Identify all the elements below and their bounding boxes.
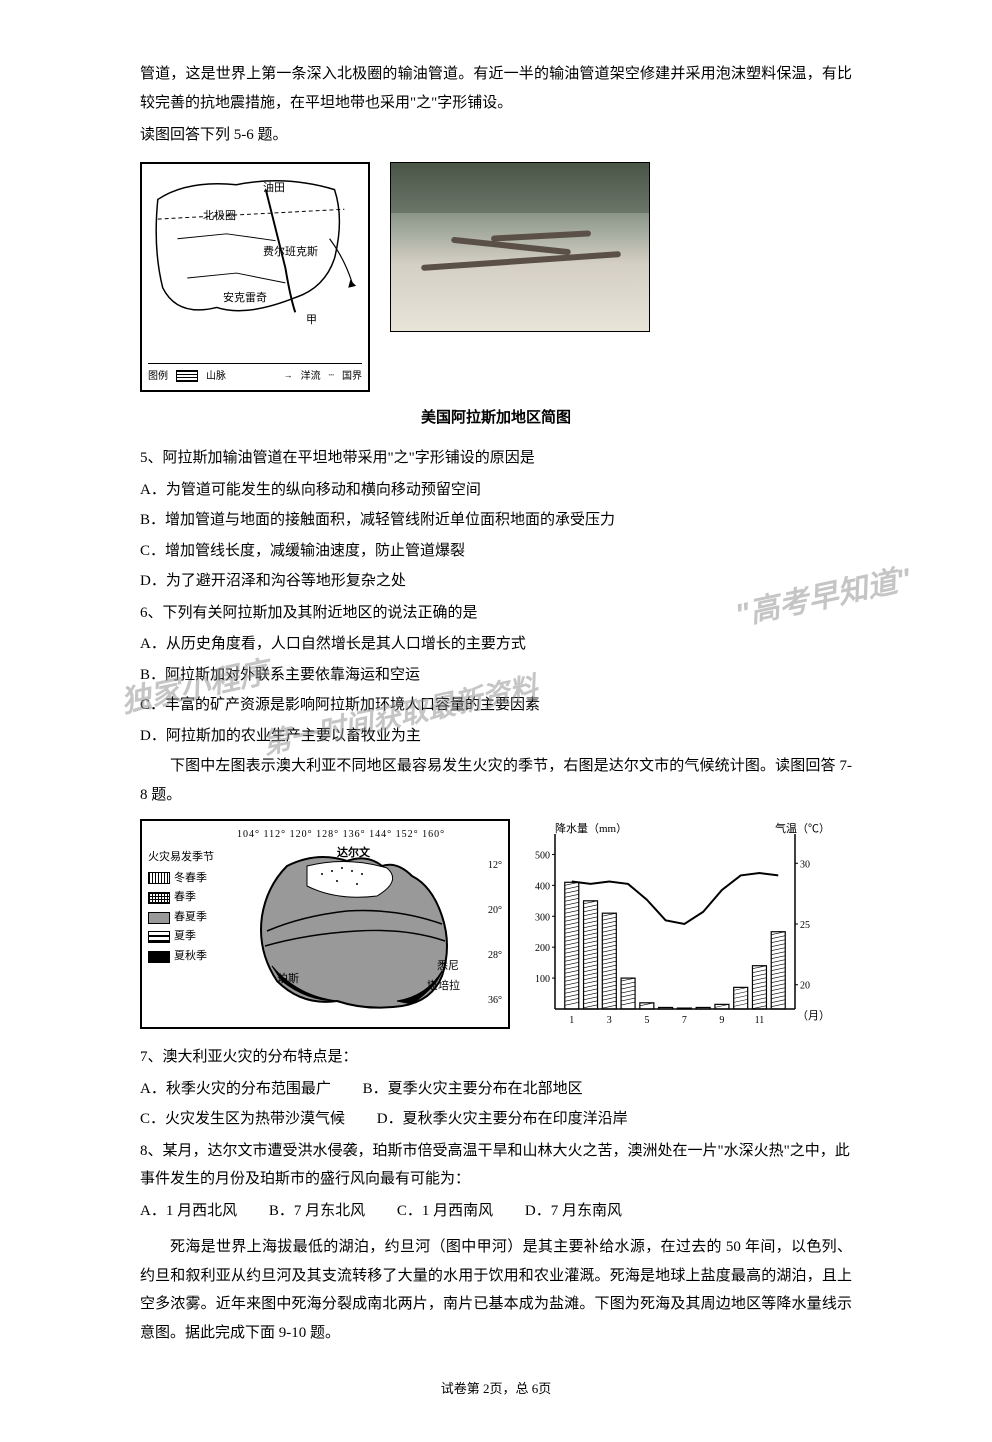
map-label-jia: 甲 bbox=[306, 310, 317, 331]
lon-labels: 104° 112° 120° 128° 136° 144° 152° 160° bbox=[237, 825, 445, 844]
q6-opt-d: D．阿拉斯加的农业生产主要以畜牧业为主 bbox=[140, 722, 852, 751]
q6-stem: 6、下列有关阿拉斯加及其附近地区的说法正确的是 bbox=[140, 599, 852, 628]
lat-labels: 12° 20° 28° 36° bbox=[488, 843, 502, 1023]
map-label-arctic: 北极圈 bbox=[203, 206, 236, 227]
svg-text:400: 400 bbox=[535, 881, 550, 892]
svg-text:25: 25 bbox=[800, 920, 810, 931]
city-darwin: 达尔文 bbox=[337, 843, 370, 864]
q7-opt-d: D．夏秋季火灾主要分布在印度洋沿岸 bbox=[377, 1105, 628, 1134]
q8-opt-d: D．7 月东南风 bbox=[525, 1197, 622, 1226]
q8-opt-a: A．1 月西北风 bbox=[140, 1197, 237, 1226]
intro-78: 下图中左图表示澳大利亚不同地区最容易发生火灾的季节，右图是达尔文市的气候统计图。… bbox=[140, 752, 852, 809]
svg-text:3: 3 bbox=[607, 1015, 612, 1026]
svg-text:1: 1 bbox=[569, 1015, 574, 1026]
city-sydney: 悉尼 bbox=[437, 956, 459, 977]
city-canberra: 堪培拉 bbox=[427, 976, 460, 997]
legend-hatch-icon bbox=[176, 370, 198, 382]
q8-opt-b: B．7 月东北风 bbox=[269, 1197, 365, 1226]
deadsea-intro: 死海是世界上海拔最低的湖泊，约旦河（图中甲河）是其主要补给水源，在过去的 50 … bbox=[140, 1233, 852, 1347]
svg-text:7: 7 bbox=[682, 1015, 687, 1026]
legend-tuli: 图例 bbox=[148, 367, 168, 386]
legend-guojie: 国界 bbox=[342, 367, 362, 386]
svg-text:5: 5 bbox=[644, 1015, 649, 1026]
q7-opt-b: B．夏季火灾主要分布在北部地区 bbox=[363, 1075, 583, 1104]
pipeline-photo bbox=[390, 162, 650, 332]
map-label-oilfield: 油田 bbox=[263, 178, 285, 199]
q7-stem: 7、澳大利亚火灾的分布特点是： bbox=[140, 1043, 852, 1072]
q5-opt-b: B．增加管道与地面的接触面积，减轻管线附近单位面积地面的承受压力 bbox=[140, 506, 852, 535]
svg-text:100: 100 bbox=[535, 974, 550, 985]
svg-text:300: 300 bbox=[535, 912, 550, 923]
q5-stem: 5、阿拉斯加输油管道在平坦地带采用"之"字形铺设的原因是 bbox=[140, 444, 852, 473]
aus-legend: 火灾易发季节 冬春季 春季 春夏季 夏季 夏秋季 bbox=[148, 849, 214, 968]
q5-opt-c: C．增加管线长度，减缓输油速度，防止管道爆裂 bbox=[140, 537, 852, 566]
australia-figure-row: 104° 112° 120° 128° 136° 144° 152° 160° … bbox=[140, 819, 852, 1029]
svg-text:200: 200 bbox=[535, 943, 550, 954]
svg-text:9: 9 bbox=[719, 1015, 724, 1026]
svg-text:30: 30 bbox=[800, 859, 810, 870]
q8-stem: 8、某月，达尔文市遭受洪水侵袭，珀斯市倍受高温干旱和山林大火之苦，澳洲处在一片"… bbox=[140, 1137, 852, 1194]
map-title: 美国阿拉斯加地区简图 bbox=[140, 404, 852, 433]
images-row: 油田 北极圈 费尔班克斯 安克雷奇 甲 图例 山脉 → 洋流 ┄ 国界 bbox=[140, 162, 852, 392]
svg-text:500: 500 bbox=[535, 850, 550, 861]
city-perth: 珀斯 bbox=[277, 969, 299, 990]
map-label-fairbanks: 费尔班克斯 bbox=[263, 242, 318, 263]
legend-yangliu: 洋流 bbox=[301, 367, 321, 386]
intro-paragraph-2: 读图回答下列 5-6 题。 bbox=[140, 121, 852, 150]
map-label-anchorage: 安克雷奇 bbox=[223, 288, 267, 309]
q5-opt-a: A．为管道可能发生的纵向移动和横向移动预留空间 bbox=[140, 476, 852, 505]
q6-opt-a: A．从历史角度看，人口自然增长是其人口增长的主要方式 bbox=[140, 630, 852, 659]
alaska-map: 油田 北极圈 费尔班克斯 安克雷奇 甲 图例 山脉 → 洋流 ┄ 国界 bbox=[140, 162, 370, 392]
australia-map: 104° 112° 120° 128° 136° 144° 152° 160° … bbox=[140, 819, 510, 1029]
q7-opt-a: A．秋季火灾的分布范围最广 bbox=[140, 1075, 331, 1104]
q8-opt-c: C．1 月西南风 bbox=[397, 1197, 493, 1226]
q6-opt-b: B．阿拉斯加对外联系主要依靠海运和空运 bbox=[140, 661, 852, 690]
svg-text:11: 11 bbox=[755, 1015, 765, 1026]
q7-opt-c: C．火灾发生区为热带沙漠气候 bbox=[140, 1105, 345, 1134]
q5-opt-d: D．为了避开沼泽和沟谷等地形复杂之处 bbox=[140, 567, 852, 596]
intro-paragraph-1: 管道，这是世界上第一条深入北极圈的输油管道。有近一半的输油管道架空修建并采用泡沫… bbox=[140, 60, 852, 117]
legend-shanmai: 山脉 bbox=[206, 367, 226, 386]
climate-chart: 降水量（mm） 气温（℃） （月） 5004003002001003025201… bbox=[520, 819, 830, 1029]
q6-opt-c: C．丰富的矿产资源是影响阿拉斯加环境人口容量的主要因素 bbox=[140, 691, 852, 720]
page-footer: 试卷第 2页，总 6页 bbox=[140, 1377, 852, 1402]
svg-text:20: 20 bbox=[800, 981, 810, 992]
